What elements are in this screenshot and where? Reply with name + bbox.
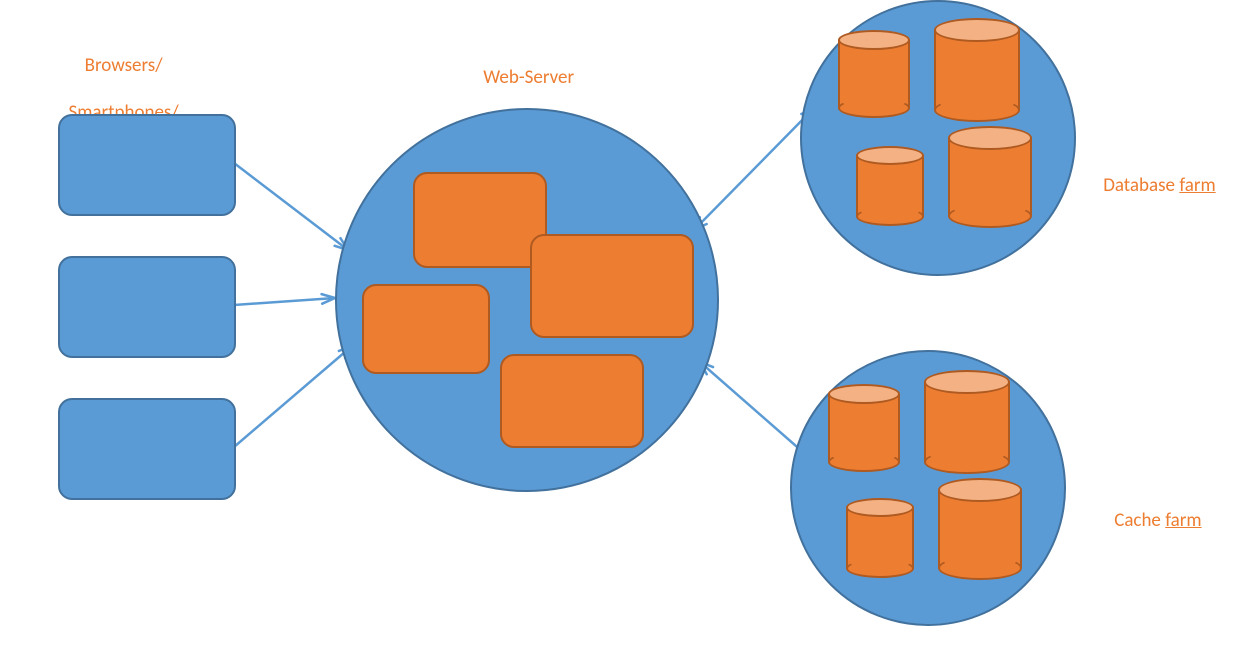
cylinder-top — [948, 126, 1032, 150]
label-webserver-line1: Web-Server — [483, 66, 574, 89]
arrow-line — [234, 298, 335, 305]
cylinder-bottom — [948, 204, 1032, 228]
server-box — [530, 234, 694, 338]
client-box — [58, 398, 236, 500]
cylinder-top — [828, 384, 900, 404]
client-box — [58, 114, 236, 216]
label-database-u: farm — [1179, 174, 1215, 197]
cache-cylinder-icon — [846, 498, 914, 578]
cylinder-bottom — [924, 450, 1010, 474]
label-clients-line1: Browsers/ — [85, 54, 163, 77]
arrow-line — [694, 108, 814, 230]
cylinder-top — [856, 146, 924, 165]
label-cache: Cache farm — [1097, 485, 1202, 556]
server-box — [413, 172, 547, 268]
label-cache-pre: Cache — [1114, 509, 1165, 532]
label-database: Database farm — [1086, 150, 1216, 221]
cylinder-bottom — [856, 207, 924, 226]
cylinder-top — [924, 370, 1010, 394]
server-box — [362, 284, 490, 374]
cache-cylinder-icon — [828, 384, 900, 472]
database-cylinder-icon — [934, 18, 1020, 122]
cylinder-top — [846, 498, 914, 517]
cache-cylinder-icon — [924, 370, 1010, 474]
cylinder-top — [938, 478, 1022, 502]
cylinder-top — [934, 18, 1020, 42]
cylinder-bottom — [938, 556, 1022, 580]
database-cylinder-icon — [856, 146, 924, 226]
cylinder-bottom — [828, 452, 900, 472]
arrow-line — [700, 362, 812, 460]
arrow-line — [234, 346, 352, 447]
label-cache-u: farm — [1165, 509, 1201, 532]
diagram-stage: Browsers/ Smartphones/ etc. Web-Server f… — [0, 0, 1249, 659]
cylinder-bottom — [838, 98, 910, 118]
cylinder-bottom — [934, 98, 1020, 122]
label-database-pre: Database — [1103, 174, 1179, 197]
server-box — [500, 354, 644, 448]
client-box — [58, 256, 236, 358]
cylinder-top — [838, 30, 910, 50]
arrow-line — [234, 163, 348, 250]
database-cylinder-icon — [948, 126, 1032, 228]
cylinder-bottom — [846, 559, 914, 578]
database-cylinder-icon — [838, 30, 910, 118]
cache-cylinder-icon — [938, 478, 1022, 580]
